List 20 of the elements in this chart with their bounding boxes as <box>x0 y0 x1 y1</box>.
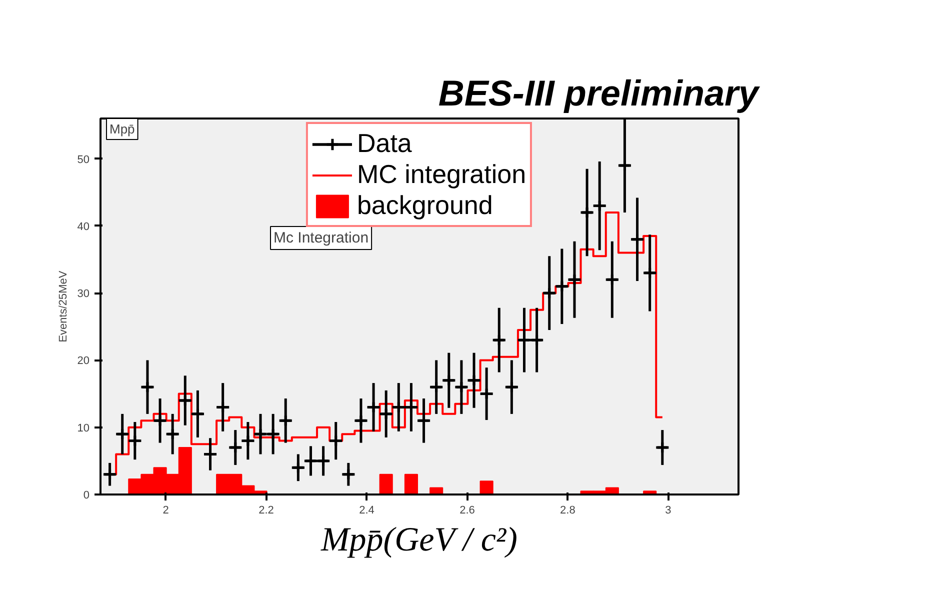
y-axis-title: Events/25MeV <box>57 270 70 342</box>
x-axis-title: Mpp̄(GeV / c²) <box>320 522 518 558</box>
chart-title: BES-III preliminary <box>438 72 760 114</box>
y-tick-label: 30 <box>77 288 90 300</box>
legend-label: background <box>356 190 493 221</box>
y-tick-label: 40 <box>77 220 90 233</box>
y-tick-label: 20 <box>77 355 90 368</box>
annotation: Mpp̄ <box>110 122 135 136</box>
annotation: Mc Integration <box>274 230 369 246</box>
x-tick-label: 2.2 <box>258 504 274 516</box>
legend-label: MC integration <box>356 159 526 190</box>
legend-label: Data <box>356 128 412 159</box>
y-tick-label: 0 <box>83 490 90 502</box>
x-tick-label: 2.6 <box>460 504 475 516</box>
x-tick-label: 2.4 <box>359 504 374 516</box>
x-tick-label: 2 <box>162 504 169 516</box>
y-tick-label: 10 <box>77 422 90 434</box>
y-tick-label: 50 <box>77 154 90 166</box>
x-tick-label: 3 <box>665 504 672 516</box>
x-tick-label: 2.8 <box>560 504 576 516</box>
